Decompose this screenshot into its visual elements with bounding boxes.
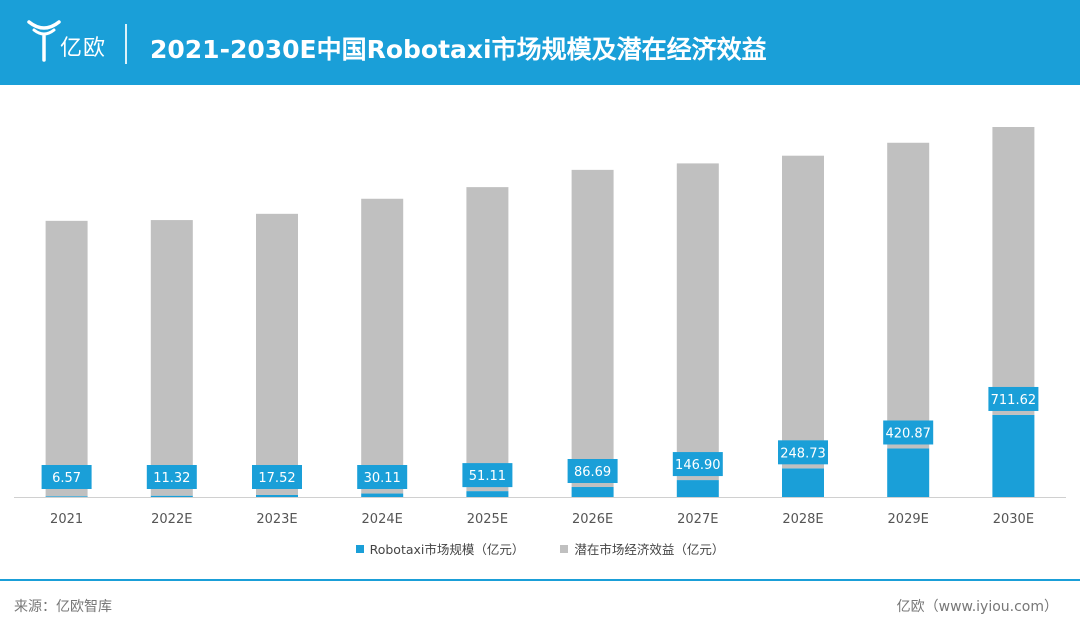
stacked-bar-chart: 6.57 2021 11.32 2022E 17.52 2023E 30.11 2024E 51…: [14, 127, 1066, 527]
legend-label-1: Robotaxi市场规模（亿元）: [369, 542, 525, 557]
bar-robotaxi-2022E: [150, 495, 193, 497]
chart-legend: Robotaxi市场规模（亿元） 潜在市场经济效益（亿元）: [0, 539, 1080, 558]
data-label-bg-2030E: [988, 386, 1039, 411]
x-tick-label-2024E: 2024E: [362, 512, 403, 527]
bar-robotaxi-2021: [45, 496, 88, 497]
bar-robotaxi-2026E: [571, 487, 614, 497]
legend-label-2: 潜在市场经济效益（亿元）: [574, 542, 725, 557]
header-divider: [125, 24, 127, 64]
x-tick-label-2027E: 2027E: [677, 512, 718, 527]
data-label-bg-2021: [41, 465, 92, 489]
header-banner: 亿欧 2021-2030E中国Robotaxi市场规模及潜在经济效益: [0, 0, 1080, 85]
data-label-2026E: 86.69: [574, 465, 611, 480]
legend-swatch-2: [560, 544, 569, 553]
bar-potential-2022E: [150, 220, 193, 496]
x-tick-label-2025E: 2025E: [467, 512, 508, 527]
data-label-bg-2024E: [357, 465, 408, 489]
data-label-2023E: 17.52: [258, 471, 295, 486]
bar-potential-2025E: [466, 187, 509, 492]
footer-divider: [0, 579, 1080, 581]
data-label-2027E: 146.90: [675, 458, 721, 473]
x-tick-label-2026E: 2026E: [572, 512, 613, 527]
data-label-2028E: 248.73: [780, 446, 826, 461]
data-label-2029E: 420.87: [885, 426, 931, 441]
x-tick-label-2023E: 2023E: [256, 512, 297, 527]
data-label-2025E: 51.11: [469, 469, 506, 484]
x-tick-label-2028E: 2028E: [782, 512, 823, 527]
data-label-bg-2027E: [672, 452, 723, 477]
chart-title: 2021-2030E中国Robotaxi市场规模及潜在经济效益: [150, 35, 767, 64]
x-tick-label-2029E: 2029E: [888, 512, 929, 527]
x-tick-label-2021: 2021: [50, 512, 83, 527]
legend-item-2: 潜在市场经济效益（亿元）: [560, 539, 724, 558]
bar-potential-2028E: [782, 155, 824, 469]
data-label-bg-2026E: [567, 459, 618, 484]
data-label-2021: 6.57: [52, 471, 81, 486]
x-tick-label-2030E: 2030E: [993, 512, 1034, 527]
data-label-bg-2029E: [883, 420, 934, 445]
bar-robotaxi-2023E: [256, 494, 298, 497]
bar-robotaxi-2028E: [782, 468, 824, 497]
legend-swatch-1: [355, 544, 364, 553]
bar-potential-2029E: [887, 142, 930, 449]
logo-text: 亿欧: [60, 36, 107, 61]
brand-footer: 亿欧（www.iyiou.com）: [896, 599, 1058, 615]
data-label-bg-2023E: [252, 465, 302, 489]
bar-robotaxi-2029E: [887, 448, 930, 497]
data-label-bg-2025E: [462, 463, 513, 488]
yiou-logo-icon: [27, 20, 61, 62]
bar-potential-2026E: [571, 169, 614, 488]
bar-robotaxi-2025E: [466, 491, 509, 497]
legend-item-1: Robotaxi市场规模（亿元）: [355, 539, 525, 558]
bar-robotaxi-2027E: [676, 480, 719, 497]
x-tick-label-2022E: 2022E: [151, 512, 192, 527]
bar-robotaxi-2030E: [992, 414, 1035, 497]
data-label-2024E: 30.11: [364, 471, 401, 486]
bar-robotaxi-2024E: [361, 493, 404, 497]
source-note: 来源：亿欧智库: [14, 599, 112, 615]
bar-potential-2024E: [361, 198, 404, 494]
bar-potential-2030E: [992, 127, 1035, 415]
bar-potential-2023E: [256, 213, 298, 495]
data-label-bg-2022E: [146, 465, 197, 489]
data-label-2022E: 11.32: [153, 471, 190, 486]
bar-potential-2027E: [676, 163, 719, 481]
data-label-2030E: 711.62: [991, 393, 1037, 408]
data-label-bg-2028E: [778, 440, 828, 465]
bar-potential-2021: [45, 220, 88, 497]
